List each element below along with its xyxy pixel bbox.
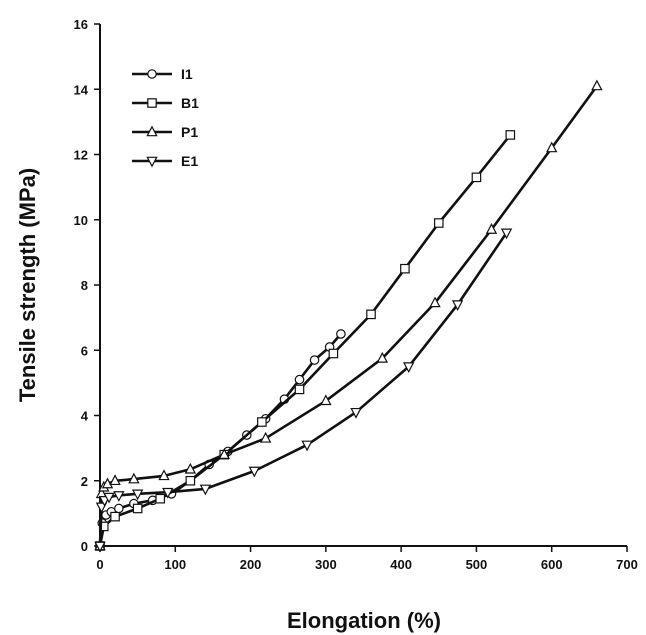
x-tick-label: 500 — [466, 557, 488, 572]
legend-marker — [146, 125, 158, 137]
data-point-B1 — [433, 218, 444, 228]
y-axis-ticks: 0 2 4 6 8 10 12 14 16 — [74, 17, 100, 554]
data-point-E1 — [402, 362, 415, 374]
data-point-I1 — [309, 355, 320, 365]
data-point-B1 — [471, 172, 482, 183]
data-point-B1 — [400, 263, 410, 274]
y-tick-label: 16 — [74, 17, 88, 32]
data-point-B1 — [185, 475, 196, 486]
series-line-P1 — [98, 85, 598, 547]
y-tick-label: 10 — [74, 213, 88, 228]
data-point-P1 — [591, 79, 603, 91]
data-point-E1 — [162, 487, 174, 499]
y-tick-label: 4 — [81, 409, 89, 424]
data-point-E1 — [199, 484, 212, 496]
y-tick-label: 2 — [81, 474, 88, 489]
data-point-B1 — [110, 511, 120, 522]
data-point-E1 — [131, 489, 144, 501]
data-point-B1 — [328, 348, 339, 359]
x-tick-label: 400 — [390, 557, 412, 572]
data-point-P1 — [546, 141, 558, 153]
y-axis-title: Tensile strength (MPa) — [15, 168, 40, 402]
data-point-B1 — [294, 384, 305, 395]
data-point-P1 — [376, 351, 389, 363]
legend-label: P1 — [181, 124, 198, 140]
x-axis-ticks: 0 100 200 300 400 500 600 700 — [96, 546, 638, 572]
data-point-I1 — [114, 503, 124, 514]
data-point-B1 — [155, 493, 166, 504]
data-point-B1 — [505, 130, 516, 140]
plot-frame — [99, 24, 627, 547]
data-point-E1 — [113, 491, 125, 502]
legend-label: I1 — [181, 66, 193, 82]
y-tick-label: 12 — [74, 148, 88, 163]
data-point-E1 — [103, 492, 115, 504]
series-layer — [94, 79, 603, 553]
data-point-B1 — [366, 309, 376, 320]
data-point-E1 — [94, 541, 106, 553]
legend-marker — [147, 98, 157, 108]
data-point-P1 — [259, 431, 272, 443]
series-P1 — [94, 79, 603, 551]
y-tick-label: 8 — [81, 278, 88, 293]
data-point-P1 — [101, 477, 114, 489]
data-point-I1 — [336, 329, 346, 339]
legend-marker — [146, 156, 158, 168]
data-point-P1 — [158, 469, 170, 481]
data-point-E1 — [500, 228, 513, 240]
data-point-P1 — [128, 472, 140, 484]
x-tick-label: 200 — [240, 557, 262, 572]
series-B1 — [95, 130, 516, 551]
legend-item-B1: B1 — [132, 95, 199, 111]
series-line-I1 — [98, 333, 342, 547]
legend: I1 B1 P1 E1 — [132, 66, 199, 169]
data-point-B1 — [257, 417, 267, 427]
data-point-P1 — [109, 474, 121, 486]
x-axis-title: Elongation (%) — [287, 608, 441, 633]
data-point-E1 — [350, 407, 362, 419]
legend-label: B1 — [181, 95, 199, 111]
legend-item-I1: I1 — [132, 66, 193, 82]
data-point-I1 — [294, 374, 305, 385]
y-tick-label: 0 — [81, 539, 88, 554]
y-tick-label: 6 — [81, 343, 88, 358]
legend-label: E1 — [181, 153, 198, 169]
data-point-P1 — [320, 394, 332, 406]
data-point-P1 — [218, 448, 230, 459]
data-point-P1 — [485, 223, 498, 234]
legend-marker — [147, 69, 157, 79]
legend-item-E1: E1 — [132, 153, 198, 169]
series-I1 — [95, 329, 346, 551]
x-tick-label: 700 — [616, 557, 638, 572]
y-tick-label: 14 — [74, 82, 89, 97]
x-tick-label: 300 — [315, 557, 337, 572]
legend-item-P1: P1 — [132, 124, 198, 140]
data-point-P1 — [184, 462, 197, 474]
x-tick-label: 100 — [164, 557, 186, 572]
series-line-B1 — [98, 134, 512, 547]
data-point-B1 — [132, 503, 143, 514]
data-point-E1 — [248, 466, 261, 478]
data-point-P1 — [429, 296, 441, 308]
data-point-E1 — [451, 300, 464, 312]
data-point-E1 — [301, 440, 313, 452]
series-E1 — [94, 228, 513, 553]
x-tick-label: 600 — [541, 557, 563, 572]
x-tick-label: 0 — [96, 557, 103, 572]
